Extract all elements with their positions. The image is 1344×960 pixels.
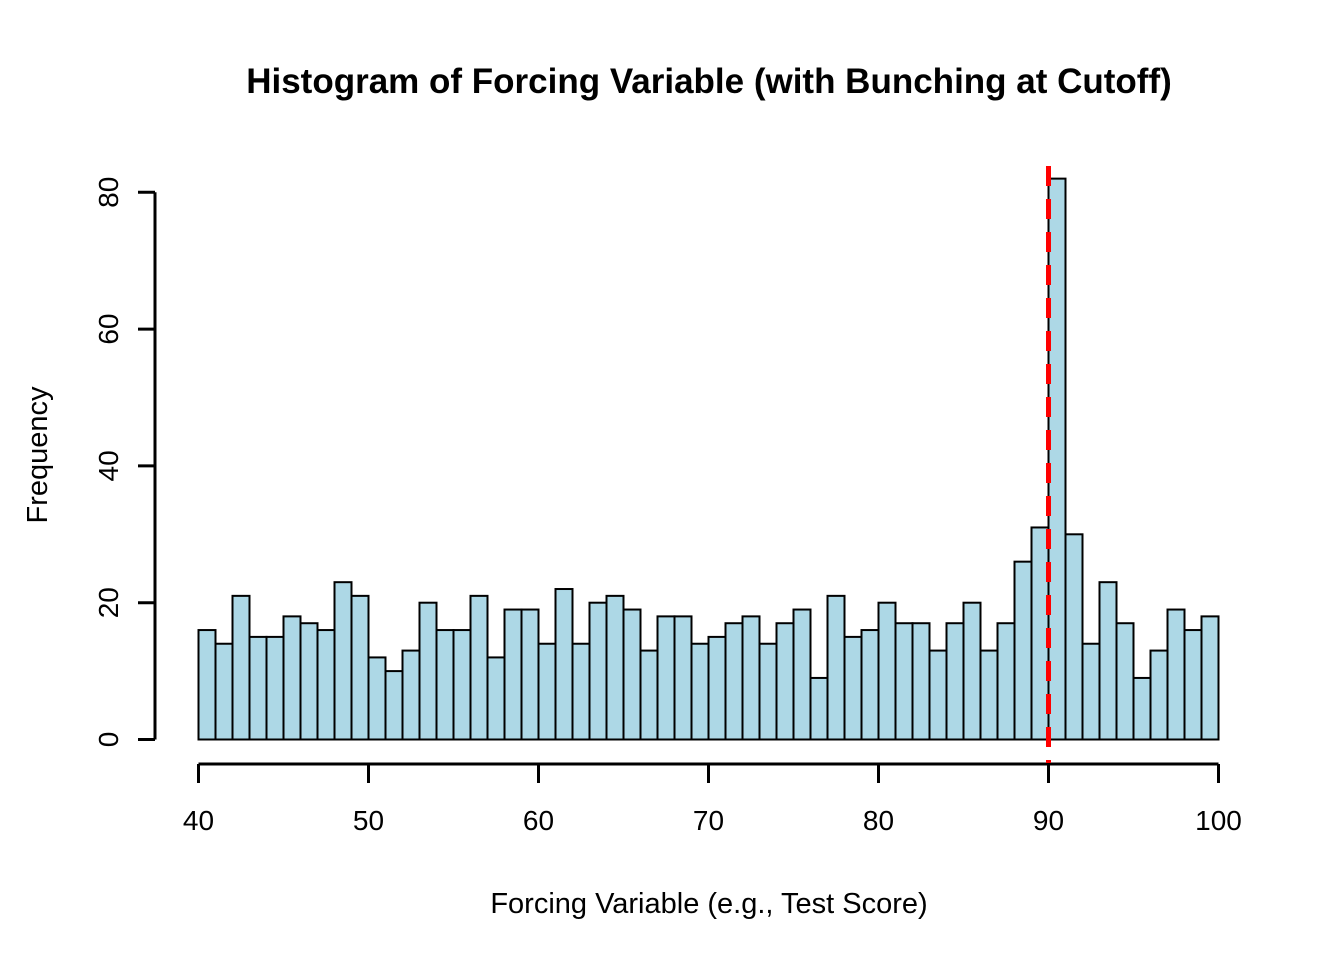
histogram-bar bbox=[1047, 177, 1067, 741]
histogram-bar bbox=[1183, 629, 1203, 741]
histogram-bar bbox=[758, 642, 778, 741]
histogram-bar bbox=[894, 622, 914, 741]
histogram-bar bbox=[418, 601, 438, 741]
histogram-bar bbox=[962, 601, 982, 741]
histogram-bar bbox=[1149, 649, 1169, 741]
x-tick-label: 90 bbox=[1033, 805, 1064, 836]
histogram-bar bbox=[486, 656, 506, 741]
histogram-bar bbox=[265, 635, 285, 741]
histogram-bar bbox=[588, 601, 608, 741]
histogram-bar bbox=[826, 594, 846, 741]
histogram-bar bbox=[452, 629, 472, 741]
histogram-bar bbox=[707, 635, 727, 741]
histogram-bar bbox=[996, 622, 1016, 741]
histogram-bar bbox=[435, 629, 455, 741]
histogram-bar bbox=[231, 594, 251, 741]
histogram-bar bbox=[520, 608, 540, 741]
histogram-bar bbox=[860, 629, 880, 741]
x-tick-label: 100 bbox=[1195, 805, 1242, 836]
histogram-bar bbox=[401, 649, 421, 741]
histogram-bar bbox=[367, 656, 387, 741]
histogram-bar bbox=[571, 642, 591, 741]
histogram-bar bbox=[809, 676, 829, 741]
histogram-bar bbox=[945, 622, 965, 741]
histogram-bar bbox=[282, 615, 302, 741]
histogram-bar bbox=[333, 581, 353, 741]
histogram-bar bbox=[1132, 676, 1152, 741]
histogram-bar bbox=[1200, 615, 1220, 741]
histogram-bar bbox=[248, 635, 268, 741]
y-tick-label: 40 bbox=[93, 450, 124, 481]
y-tick-label: 0 bbox=[93, 732, 124, 748]
x-tick-label: 60 bbox=[523, 805, 554, 836]
histogram-bar bbox=[214, 642, 234, 741]
histogram-bar bbox=[299, 622, 319, 741]
x-axis-label: Forcing Variable (e.g., Test Score) bbox=[490, 888, 928, 920]
histogram-bar bbox=[1166, 608, 1186, 741]
histogram-bar bbox=[928, 649, 948, 741]
chart-title: Histogram of Forcing Variable (with Bunc… bbox=[246, 62, 1172, 101]
histogram-bar bbox=[979, 649, 999, 741]
histogram-bar bbox=[1081, 642, 1101, 741]
x-tick-label: 80 bbox=[863, 805, 894, 836]
x-tick-label: 50 bbox=[353, 805, 384, 836]
histogram-bar bbox=[350, 594, 370, 741]
histogram-bar bbox=[622, 608, 642, 741]
x-tick-label: 40 bbox=[183, 805, 214, 836]
histogram-bar bbox=[197, 629, 217, 741]
histogram-bar bbox=[877, 601, 897, 741]
histogram-bar bbox=[316, 629, 336, 741]
x-tick-label: 70 bbox=[693, 805, 724, 836]
histogram-bar bbox=[724, 622, 744, 741]
histogram-bar bbox=[690, 642, 710, 741]
histogram-bar bbox=[911, 622, 931, 741]
y-tick-label: 80 bbox=[93, 177, 124, 208]
histogram-bar bbox=[554, 588, 574, 741]
histogram-bar bbox=[775, 622, 795, 741]
histogram-bar bbox=[741, 615, 761, 741]
histogram-bar bbox=[605, 594, 625, 741]
histogram-bar bbox=[1030, 526, 1050, 741]
histogram-bar bbox=[1098, 581, 1118, 741]
histogram-bar bbox=[537, 642, 557, 741]
histogram-bar bbox=[639, 649, 659, 741]
histogram-bar bbox=[1013, 560, 1033, 741]
histogram-bar bbox=[673, 615, 693, 741]
histogram-bar bbox=[1064, 533, 1084, 741]
histogram-bar bbox=[843, 635, 863, 741]
histogram-bar bbox=[1115, 622, 1135, 741]
y-tick-label: 20 bbox=[93, 587, 124, 618]
histogram-bar bbox=[503, 608, 523, 741]
histogram-bar bbox=[384, 670, 404, 741]
histogram-bar bbox=[792, 608, 812, 741]
histogram-bar bbox=[469, 594, 489, 741]
y-tick-label: 60 bbox=[93, 314, 124, 345]
histogram-bar bbox=[656, 615, 676, 741]
